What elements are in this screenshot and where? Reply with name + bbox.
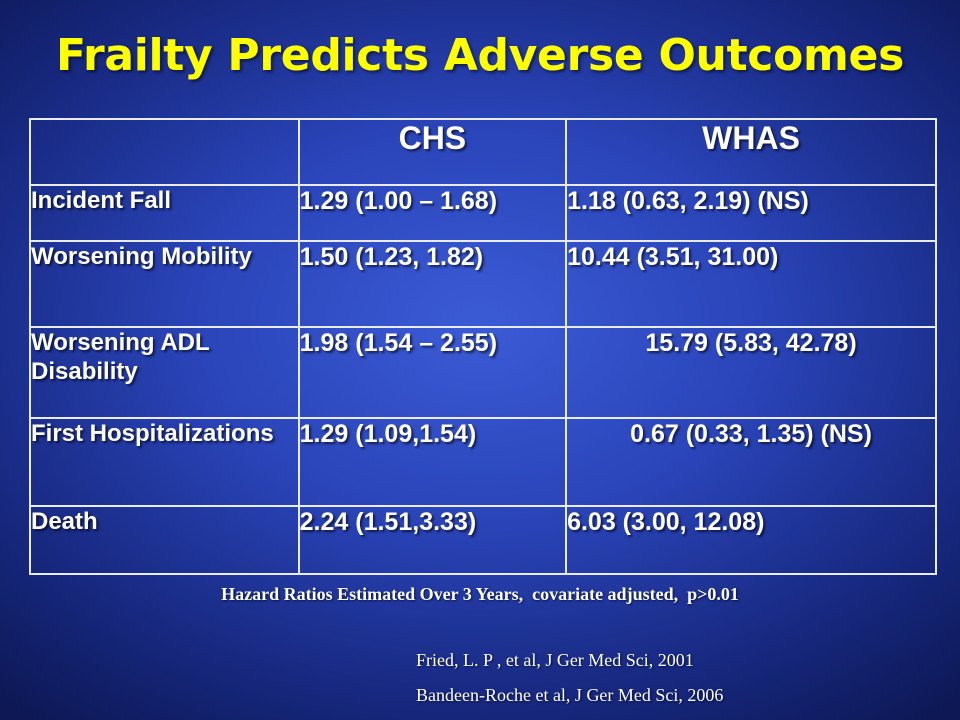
header-corner-cell: [29, 118, 300, 186]
header-whas: WHAS: [565, 118, 937, 186]
table-row: Death 2.24 (1.51,3.33) 6.03 (3.00, 12.08…: [29, 505, 937, 575]
table-row: Worsening Mobility 1.50 (1.23, 1.82) 10.…: [29, 240, 937, 328]
table-row: Worsening ADL Disability 1.98 (1.54 – 2.…: [29, 326, 937, 419]
whas-value: 15.79 (5.83, 42.78): [565, 326, 937, 419]
table-header-row: CHS WHAS: [29, 118, 937, 186]
chs-value: 1.50 (1.23, 1.82): [297, 240, 568, 328]
row-label: Death: [29, 505, 300, 575]
hazard-ratio-table: CHS WHAS Incident Fall 1.29 (1.00 – 1.68…: [29, 118, 937, 575]
row-label: Worsening ADL Disability: [29, 326, 300, 419]
reference-fried: Fried, L. P , et al, J Ger Med Sci, 2001: [416, 650, 694, 670]
table-row: Incident Fall 1.29 (1.00 – 1.68) 1.18 (0…: [29, 184, 937, 242]
slide-title: Frailty Predicts Adverse Outcomes: [56, 30, 904, 81]
chs-value: 1.29 (1.00 – 1.68): [297, 184, 568, 242]
whas-value: 10.44 (3.51, 31.00): [565, 240, 937, 328]
chs-value: 1.98 (1.54 – 2.55): [297, 326, 568, 419]
header-chs: CHS: [297, 118, 568, 186]
whas-value: 0.67 (0.33, 1.35) (NS): [565, 417, 937, 507]
row-label: First Hospitalizations: [29, 417, 300, 507]
table-row: First Hospitalizations 1.29 (1.09,1.54) …: [29, 417, 937, 507]
chs-value: 1.29 (1.09,1.54): [297, 417, 568, 507]
chs-value: 2.24 (1.51,3.33): [297, 505, 568, 575]
reference-bandeen-roche: Bandeen-Roche et al, J Ger Med Sci, 2006: [416, 685, 724, 705]
row-label: Worsening Mobility: [29, 240, 300, 328]
whas-value: 1.18 (0.63, 2.19) (NS): [565, 184, 937, 242]
footnote: Hazard Ratios Estimated Over 3 Years, co…: [221, 584, 739, 604]
row-label: Incident Fall: [29, 184, 300, 242]
whas-value: 6.03 (3.00, 12.08): [565, 505, 937, 575]
